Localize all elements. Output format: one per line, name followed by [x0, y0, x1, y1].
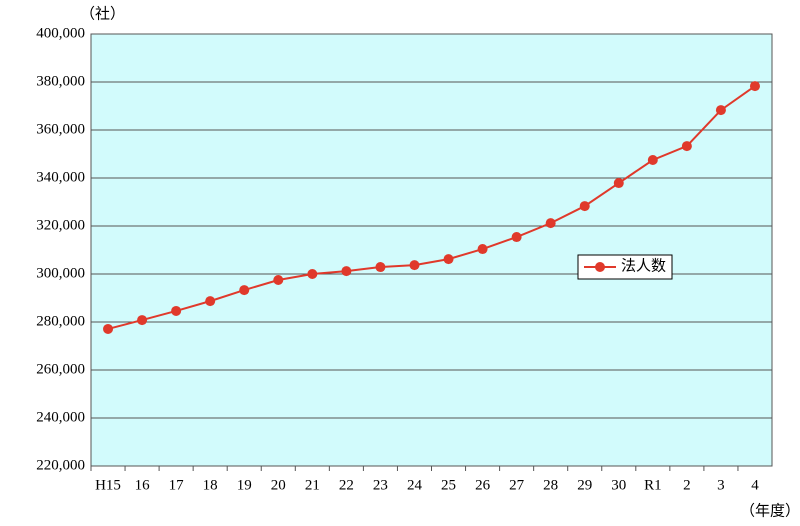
y-tick-label: 340,000 — [36, 169, 85, 185]
marker — [545, 218, 556, 229]
plot-area — [90, 33, 773, 467]
marker — [273, 275, 284, 285]
marker — [511, 232, 522, 243]
legend-label: 法人数 — [621, 257, 666, 274]
marker — [239, 285, 250, 296]
x-tick-label: 21 — [305, 477, 320, 493]
y-tick-label: 220,000 — [36, 457, 85, 473]
x-tick-label: 30 — [611, 477, 626, 493]
x-tick-label: 24 — [407, 477, 423, 493]
x-tick-label: 3 — [717, 477, 725, 493]
x-tick-label: 19 — [237, 477, 252, 493]
y-tick-label: 360,000 — [36, 121, 85, 137]
y-unit: （社） — [80, 5, 125, 22]
marker — [341, 266, 352, 277]
marker — [137, 315, 148, 326]
marker — [715, 105, 726, 116]
x-tick-label: 28 — [543, 477, 558, 493]
marker — [613, 178, 624, 189]
marker — [749, 81, 760, 92]
x-unit: （年度） — [740, 502, 800, 519]
series-line — [107, 85, 756, 330]
x-tick-label: 4 — [751, 477, 759, 493]
marker — [375, 262, 386, 273]
marker — [409, 260, 420, 271]
marker — [477, 244, 488, 255]
x-tick-label: 16 — [135, 477, 151, 493]
marker — [205, 296, 216, 307]
marker — [307, 269, 318, 279]
legend-marker — [595, 262, 605, 272]
x-tick-label: 2 — [683, 477, 691, 493]
y-tick-label: 380,000 — [36, 73, 85, 89]
x-tick-label: R1 — [644, 477, 662, 493]
x-tick-label: 20 — [271, 477, 286, 493]
x-tick-label: 18 — [203, 477, 218, 493]
x-tick-label: 29 — [577, 477, 592, 493]
x-tick-label: H15 — [95, 477, 121, 493]
y-tick-label: 280,000 — [36, 313, 85, 329]
marker — [443, 254, 454, 265]
y-tick-label: 400,000 — [36, 25, 85, 41]
marker — [579, 201, 590, 212]
y-tick-label: 240,000 — [36, 409, 85, 425]
marker — [103, 323, 114, 334]
y-tick-label: 320,000 — [36, 217, 85, 233]
y-tick-label: 260,000 — [36, 361, 85, 377]
x-tick-label: 27 — [509, 477, 525, 493]
marker — [171, 305, 182, 316]
x-tick-label: 25 — [441, 477, 456, 493]
marker — [681, 141, 692, 152]
marker — [647, 155, 658, 165]
x-tick-label: 26 — [475, 477, 491, 493]
x-tick-label: 17 — [169, 477, 185, 493]
y-tick-label: 300,000 — [36, 265, 85, 281]
x-tick-label: 22 — [339, 477, 354, 493]
x-tick-label: 23 — [373, 477, 388, 493]
